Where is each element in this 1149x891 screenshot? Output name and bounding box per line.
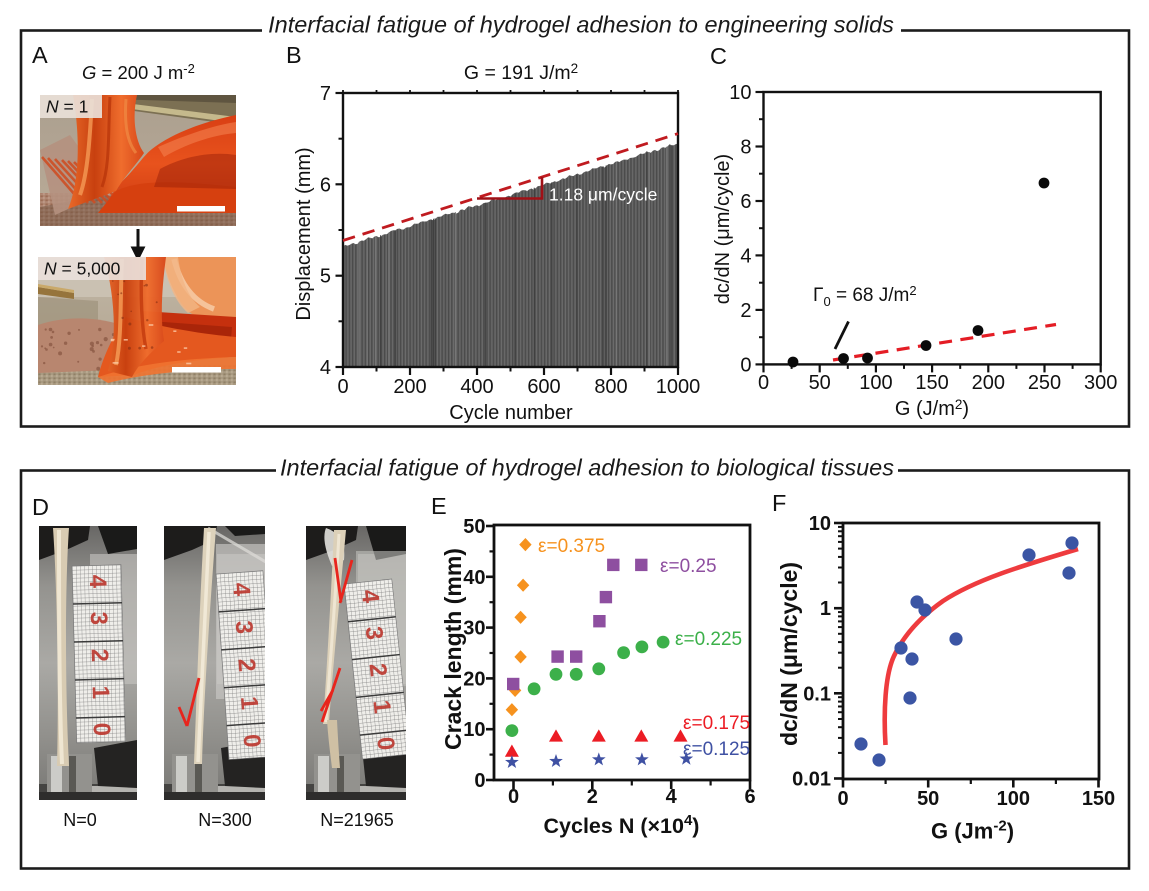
svg-text:F: F [772,490,786,516]
svg-text:0.1: 0.1 [803,683,831,705]
svg-text:N=300: N=300 [198,810,252,830]
svg-text:3: 3 [230,620,258,635]
svg-text:50: 50 [917,788,939,810]
svg-text:2: 2 [740,300,751,322]
svg-text:N=21965: N=21965 [320,810,394,830]
svg-text:50: 50 [809,372,831,394]
svg-text:dc/dN (μm/cycle): dc/dN (μm/cycle) [776,562,802,746]
svg-text:0: 0 [238,733,266,748]
svg-text:10: 10 [463,719,485,741]
svg-text:G = 191 J/m2: G = 191 J/m2 [464,61,578,84]
svg-text:10: 10 [729,82,751,104]
svg-text:D: D [32,494,49,520]
svg-text:1000: 1000 [656,376,701,398]
svg-text:0: 0 [508,786,519,808]
svg-text:4: 4 [666,786,678,808]
svg-text:Displacement (mm): Displacement (mm) [293,147,315,320]
svg-text:1: 1 [87,685,114,699]
svg-text:800: 800 [594,376,627,398]
svg-text:8: 8 [740,137,751,159]
svg-text:100: 100 [997,788,1030,810]
svg-text:0: 0 [474,770,485,792]
svg-text:5: 5 [320,266,331,288]
svg-text:7: 7 [320,83,331,105]
svg-text:4: 4 [356,588,384,605]
svg-text:40: 40 [463,567,485,589]
svg-text:C: C [710,43,727,69]
svg-text:3: 3 [360,625,388,641]
svg-text:2: 2 [232,658,260,673]
svg-text:ε=0.125: ε=0.125 [683,739,750,760]
svg-text:dc/dN (μm/cycle): dc/dN (μm/cycle) [712,154,734,304]
svg-text:50: 50 [463,516,485,538]
svg-text:0: 0 [740,354,751,376]
svg-text:200: 200 [393,376,426,398]
svg-text:0: 0 [758,372,769,394]
svg-text:G (J/m2): G (J/m2) [895,397,969,420]
svg-text:600: 600 [527,376,560,398]
svg-text:ε=0.375: ε=0.375 [538,536,605,557]
svg-text:E: E [431,493,447,519]
svg-text:4: 4 [227,582,255,598]
svg-text:0: 0 [837,788,848,810]
svg-text:250: 250 [1028,372,1061,394]
svg-text:Cycle number: Cycle number [449,402,573,424]
svg-text:ε=0.225: ε=0.225 [675,629,742,650]
svg-text:Γ0 = 68 J/m2: Γ0 = 68 J/m2 [813,283,917,309]
svg-text:Crack length (mm): Crack length (mm) [440,548,466,750]
svg-text:6: 6 [744,786,755,808]
svg-text:B: B [286,42,302,68]
svg-text:100: 100 [859,372,892,394]
svg-text:4: 4 [320,357,331,379]
svg-text:4: 4 [84,574,111,589]
svg-text:Interfacial fatigue of hydroge: Interfacial fatigue of hydrogel adhesion… [268,12,894,38]
svg-text:0: 0 [88,722,115,736]
svg-text:1: 1 [820,598,831,620]
svg-text:6: 6 [320,174,331,196]
svg-text:300: 300 [1084,372,1117,394]
svg-text:150: 150 [1082,788,1115,810]
svg-text:150: 150 [915,372,948,394]
svg-text:400: 400 [460,376,493,398]
svg-text:10: 10 [809,513,831,535]
svg-text:200: 200 [972,372,1005,394]
svg-text:1: 1 [367,699,395,715]
svg-text:3: 3 [85,611,112,625]
svg-text:2: 2 [86,648,113,662]
svg-text:Interfacial fatigue of hydroge: Interfacial fatigue of hydrogel adhesion… [280,455,894,481]
svg-text:2: 2 [364,662,392,678]
svg-text:N=0: N=0 [63,810,97,830]
svg-text:N = 5,000: N = 5,000 [44,259,121,279]
svg-text:1.18 μm/cycle: 1.18 μm/cycle [549,185,657,205]
svg-text:A: A [32,42,48,68]
svg-text:4: 4 [740,245,751,267]
svg-text:1: 1 [235,695,263,710]
svg-text:ε=0.25: ε=0.25 [660,556,717,577]
svg-text:G = 200 J m-2: G = 200 J m-2 [82,61,195,83]
svg-text:20: 20 [463,668,485,690]
svg-text:2: 2 [587,786,598,808]
svg-text:N = 1: N = 1 [46,97,88,117]
svg-text:Cycles N (×104): Cycles N (×104) [544,812,700,838]
svg-text:30: 30 [463,618,485,640]
svg-text:0.01: 0.01 [792,769,831,791]
svg-text:ε=0.175: ε=0.175 [683,713,750,734]
svg-text:6: 6 [740,191,751,213]
svg-text:0: 0 [371,735,399,751]
svg-text:0: 0 [337,376,348,398]
